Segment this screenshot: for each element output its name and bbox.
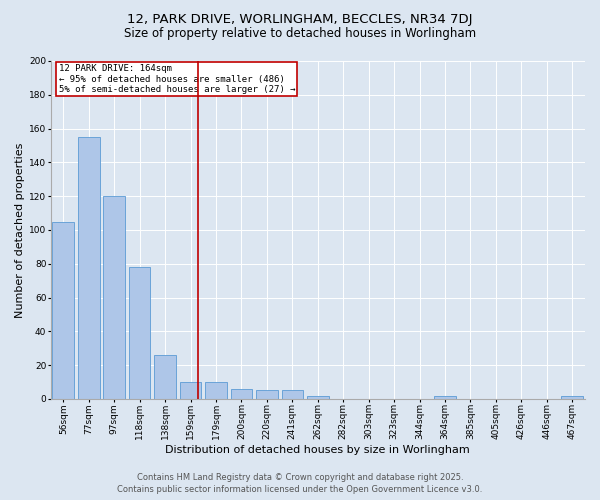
Bar: [52, 222, 74, 399]
Bar: [180, 382, 202, 399]
X-axis label: Distribution of detached houses by size in Worlingham: Distribution of detached houses by size …: [166, 445, 470, 455]
Bar: [256, 390, 278, 399]
Y-axis label: Number of detached properties: Number of detached properties: [15, 142, 25, 318]
Bar: [230, 389, 252, 399]
Bar: [307, 396, 329, 399]
Bar: [103, 196, 125, 399]
Bar: [562, 396, 583, 399]
Bar: [205, 382, 227, 399]
Text: 12 PARK DRIVE: 164sqm
← 95% of detached houses are smaller (486)
5% of semi-deta: 12 PARK DRIVE: 164sqm ← 95% of detached …: [59, 64, 295, 94]
Bar: [78, 137, 100, 399]
Bar: [434, 396, 456, 399]
Text: 12, PARK DRIVE, WORLINGHAM, BECCLES, NR34 7DJ: 12, PARK DRIVE, WORLINGHAM, BECCLES, NR3…: [127, 12, 473, 26]
Bar: [129, 267, 151, 399]
Text: Size of property relative to detached houses in Worlingham: Size of property relative to detached ho…: [124, 28, 476, 40]
Bar: [154, 355, 176, 399]
Bar: [281, 390, 303, 399]
Text: Contains HM Land Registry data © Crown copyright and database right 2025.
Contai: Contains HM Land Registry data © Crown c…: [118, 473, 482, 494]
